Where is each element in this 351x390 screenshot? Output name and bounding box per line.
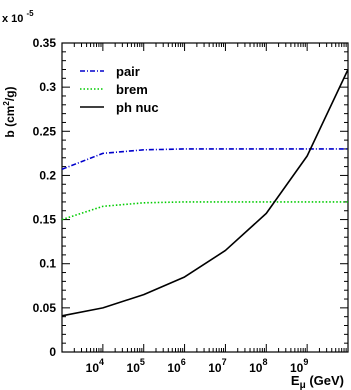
x-tick-label: 104 [86, 357, 104, 375]
y-scale-factor-base: x 10 [2, 13, 23, 25]
y-axis-title-sup: 2 [2, 101, 11, 106]
legend-label-ph-nuc: ph nuc [116, 100, 159, 115]
y-tick-label: 0.15 [33, 213, 57, 227]
x-tick-label: 106 [167, 357, 185, 375]
series-line-pair [61, 148, 348, 170]
x-axis-title: Eμ (GeV) [291, 373, 344, 390]
x-tick-label-exponent: 6 [181, 357, 186, 367]
legend-label-pair: pair [116, 64, 140, 79]
x-axis-title-tail: (GeV) [306, 373, 344, 388]
x-axis-title-sub: μ [300, 380, 306, 390]
y-tick-label: 0.35 [33, 36, 57, 50]
x-tick-label: 108 [249, 357, 267, 375]
y-tick-label: 0.3 [39, 80, 56, 94]
x-tick-label-exponent: 5 [140, 357, 145, 367]
series-layer [61, 69, 349, 317]
x-tick-label-base: 10 [127, 361, 141, 375]
x-tick-label: 105 [127, 357, 145, 375]
y-scale-factor-exponent: -5 [26, 9, 34, 18]
y-tick-label: 0 [49, 345, 56, 359]
y-axis-title: b (cm2/g) [2, 86, 17, 137]
x-tick-label-base: 10 [86, 361, 100, 375]
x-tick-label-base: 10 [249, 361, 263, 375]
x-tick-label-base: 10 [290, 361, 304, 375]
x-tick-label: 107 [208, 357, 226, 375]
x-tick-label-exponent: 8 [262, 357, 267, 367]
series-line-brem [61, 201, 348, 221]
y-axis-title-tail: /g) [3, 86, 17, 101]
x-tick-label: 109 [290, 357, 308, 375]
y-tick-label: 0.25 [33, 124, 57, 138]
y-tick-label: 0.1 [39, 257, 56, 271]
x-tick-label-exponent: 7 [222, 357, 227, 367]
x-tick-label-base: 10 [208, 361, 222, 375]
x-axis-title-main: E [291, 373, 300, 388]
series-line-ph-nuc [61, 69, 349, 317]
x-tick-label-base: 10 [167, 361, 181, 375]
x-tick-label-exponent: 4 [99, 357, 104, 367]
y-scale-factor: x 10 -5 [2, 9, 34, 25]
y-tick-label: 0.2 [39, 168, 56, 182]
x-tick-label-exponent: 9 [303, 357, 308, 367]
legend: pair brem ph nuc [80, 64, 159, 115]
y-tick-label: 0.05 [33, 301, 57, 315]
y-axis-title-main: b (cm [3, 106, 17, 138]
plot-frame [61, 42, 349, 353]
legend-label-brem: brem [116, 82, 148, 97]
